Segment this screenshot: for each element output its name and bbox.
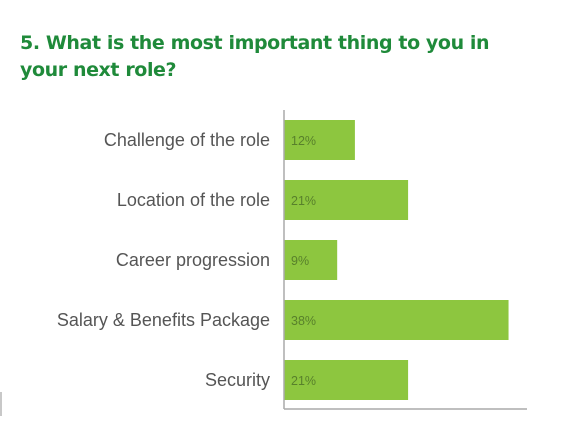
bars-layer (284, 120, 509, 400)
category-label-4: Security (205, 370, 270, 390)
value-label-3: 38% (291, 314, 316, 328)
value-label-2: 9% (291, 254, 309, 268)
bar-2 (284, 240, 338, 280)
value-label-0: 12% (291, 134, 316, 148)
page-edge-divider (0, 392, 2, 416)
bar-0 (284, 120, 355, 160)
bar-4 (284, 360, 409, 400)
value-label-1: 21% (291, 194, 316, 208)
value-label-4: 21% (291, 374, 316, 388)
category-label-1: Location of the role (117, 190, 270, 210)
chart-title: 5. What is the most important thing to y… (20, 32, 490, 81)
bar-3 (284, 300, 509, 340)
category-label-0: Challenge of the role (104, 130, 270, 150)
labels-layer: Challenge of the role 12% Location of the … (57, 130, 316, 390)
category-label-3: Salary & Benefits Package (57, 310, 270, 330)
category-label-2: Career progression (116, 250, 270, 270)
bar-1 (284, 180, 409, 220)
axes-layer (283, 110, 527, 410)
